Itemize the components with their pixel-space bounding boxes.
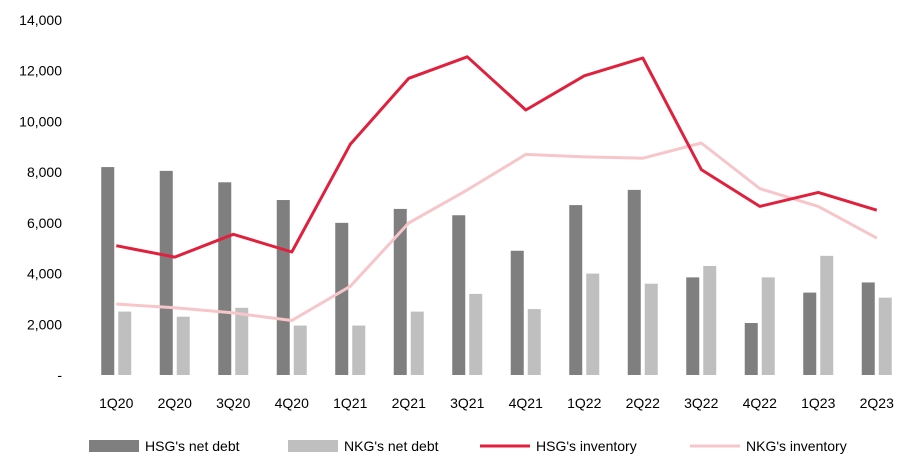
x-tick-label: 3Q20 bbox=[216, 395, 250, 411]
legend-label-nkg-inventory: NKG's inventory bbox=[746, 438, 847, 454]
bar-nkg-net-debt bbox=[703, 265, 717, 375]
x-tick-label: 1Q23 bbox=[801, 395, 835, 411]
x-tick-label: 3Q21 bbox=[450, 395, 484, 411]
lines bbox=[116, 55, 878, 322]
x-tick-label: 4Q20 bbox=[275, 395, 309, 411]
legend-swatch-nkg-net-debt bbox=[288, 440, 338, 452]
legend-swatch-hsg-net-debt bbox=[89, 440, 139, 452]
bar-nkg-net-debt bbox=[878, 297, 892, 375]
bar-hsg-net-debt bbox=[861, 282, 875, 375]
bar-hsg-net-debt bbox=[627, 189, 641, 375]
bar-hsg-net-debt bbox=[803, 292, 817, 375]
bar-hsg-net-debt bbox=[335, 222, 349, 375]
y-tick-label: 12,000 bbox=[19, 63, 62, 79]
bar-nkg-net-debt bbox=[820, 255, 834, 375]
x-tick-label: 2Q22 bbox=[626, 395, 660, 411]
x-tick-label: 1Q20 bbox=[99, 395, 133, 411]
bar-hsg-net-debt bbox=[452, 215, 466, 375]
legend: HSG's net debt NKG's net debt HSG's invent… bbox=[89, 438, 847, 454]
y-tick-label: 4,000 bbox=[27, 266, 62, 282]
bar-nkg-net-debt bbox=[469, 293, 483, 375]
x-tick-label: 1Q21 bbox=[333, 395, 367, 411]
x-tick-label: 3Q22 bbox=[684, 395, 718, 411]
y-tick-label: 8,000 bbox=[27, 164, 62, 180]
bar-hsg-net-debt bbox=[276, 200, 290, 375]
x-tick-label: 2Q23 bbox=[860, 395, 894, 411]
bar-hsg-net-debt bbox=[510, 250, 524, 375]
y-tick-label: - bbox=[57, 367, 62, 383]
bar-hsg-net-debt bbox=[569, 205, 583, 375]
bar-hsg-net-debt bbox=[393, 208, 407, 375]
x-tick-label: 4Q22 bbox=[743, 395, 777, 411]
bar-hsg-net-debt bbox=[686, 277, 700, 375]
bar-nkg-net-debt bbox=[293, 325, 307, 375]
legend-label-hsg-net-debt: HSG's net debt bbox=[145, 438, 240, 454]
bar-nkg-net-debt bbox=[586, 273, 600, 375]
bars bbox=[101, 167, 892, 375]
bar-nkg-net-debt bbox=[118, 311, 132, 375]
bar-nkg-net-debt bbox=[235, 307, 249, 375]
bar-nkg-net-debt bbox=[410, 311, 424, 375]
x-axis: 1Q20 2Q20 3Q20 4Q20 1Q21 2Q21 3Q21 4Q21 1Q22 2Q22… bbox=[99, 395, 894, 411]
line-nkg-inventory bbox=[116, 141, 878, 322]
x-tick-label: 2Q20 bbox=[158, 395, 192, 411]
bar-hsg-net-debt bbox=[159, 170, 173, 375]
bar-hsg-net-debt bbox=[218, 182, 232, 375]
bar-hsg-net-debt bbox=[744, 323, 758, 375]
y-tick-label: 14,000 bbox=[19, 12, 62, 28]
bar-nkg-net-debt bbox=[527, 309, 541, 375]
bar-nkg-net-debt bbox=[352, 325, 366, 375]
x-tick-label: 2Q21 bbox=[392, 395, 426, 411]
legend-label-nkg-net-debt: NKG's net debt bbox=[344, 438, 439, 454]
bar-nkg-net-debt bbox=[761, 277, 775, 375]
bar-hsg-net-debt bbox=[101, 167, 115, 375]
bar-nkg-net-debt bbox=[176, 316, 190, 375]
x-tick-label: 4Q21 bbox=[509, 395, 543, 411]
x-tick-label: 1Q22 bbox=[567, 395, 601, 411]
line-hsg-inventory bbox=[116, 55, 878, 259]
y-axis: - 2,000 4,000 6,000 8,000 10,000 12,000 14,000 bbox=[19, 12, 62, 383]
y-tick-label: 2,000 bbox=[27, 316, 62, 332]
bar-nkg-net-debt bbox=[644, 283, 658, 375]
y-tick-label: 10,000 bbox=[19, 113, 62, 129]
legend-label-hsg-inventory: HSG's inventory bbox=[536, 438, 637, 454]
y-tick-label: 6,000 bbox=[27, 215, 62, 231]
